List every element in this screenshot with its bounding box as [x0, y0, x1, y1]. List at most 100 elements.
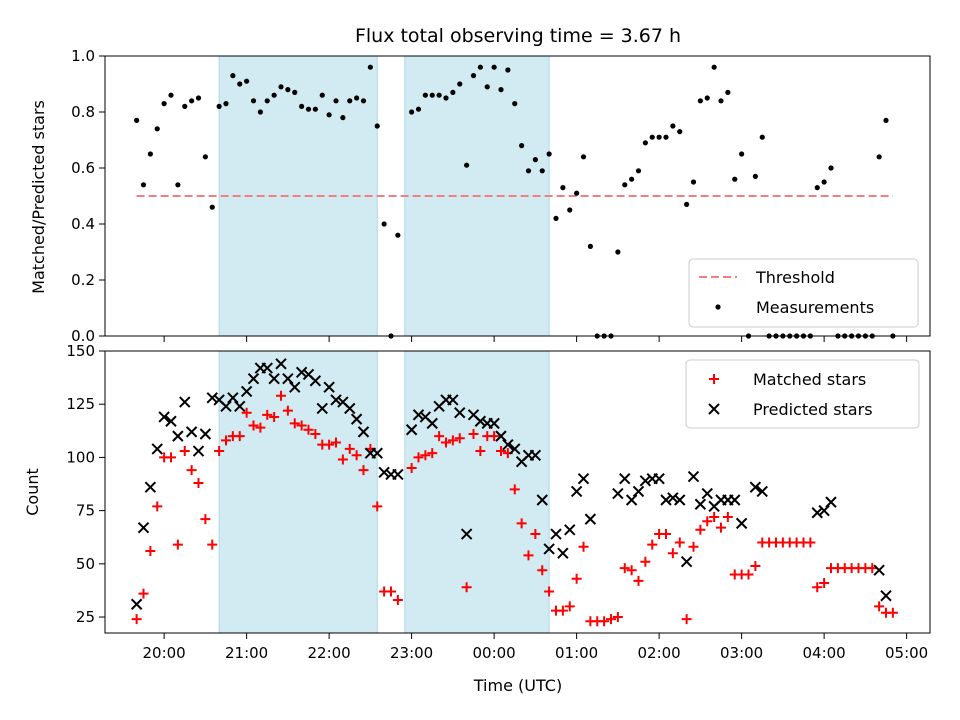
measurement-point	[519, 143, 525, 149]
x-tick-label: 04:00	[803, 644, 846, 662]
matched-star-point	[406, 463, 417, 474]
predicted-star-point	[625, 494, 638, 506]
matched-star-point	[441, 437, 451, 448]
predicted-star-point	[158, 411, 170, 423]
predicted-star-point	[165, 415, 177, 427]
predicted-star-point	[344, 402, 356, 415]
measurement-point	[429, 92, 435, 98]
measurement-point	[821, 179, 827, 185]
matched-star-point	[702, 516, 713, 527]
y-tick-label: 25	[76, 608, 95, 626]
matched-star-point	[612, 612, 623, 623]
matched-star-point	[186, 465, 197, 476]
legend-measurement-label: Measurements	[756, 298, 874, 317]
matched-star-point	[282, 405, 293, 416]
y-tick-label: 0.0	[71, 327, 95, 345]
measurement-point	[443, 95, 449, 101]
predicted-star-point	[818, 504, 830, 517]
x-tick-label: 01:00	[555, 644, 598, 662]
measurement-point	[381, 221, 387, 227]
predicted-star-point	[240, 385, 253, 398]
y-tick-label: 0.4	[71, 215, 95, 233]
matched-star-point	[750, 560, 761, 571]
measurement-point	[161, 101, 167, 107]
bottom-axis-ticks: 20:00 21:00 22:00 23:00 00:00 01:00 02:00 03:00…	[66, 342, 928, 662]
matched-star-point	[221, 435, 231, 446]
predicted-star-point	[729, 494, 741, 506]
measurement-point	[264, 98, 270, 104]
matched-star-point	[599, 616, 610, 627]
predicted-star-point	[179, 396, 191, 408]
matched-star-point	[269, 411, 280, 422]
measurement-point	[195, 95, 202, 101]
predicted-star-point	[447, 394, 459, 406]
matched-star-point	[172, 539, 183, 550]
matched-star-point	[145, 546, 156, 557]
predicted-star-point	[612, 487, 624, 500]
measurement-point	[759, 134, 765, 140]
predicted-star-point	[543, 543, 555, 555]
matched-star-point	[874, 601, 885, 612]
matched-star-point	[310, 429, 321, 440]
measurement-point	[450, 89, 456, 95]
predicted-star-point	[378, 466, 390, 479]
measurement-point	[649, 134, 655, 140]
measurement-point	[134, 117, 140, 123]
observing-window-shade	[404, 350, 550, 634]
matched-star-point	[372, 501, 383, 512]
y-tick-label: 1.0	[71, 47, 95, 65]
matched-star-point	[496, 446, 506, 457]
measurement-point	[395, 232, 401, 238]
matched-star-point	[461, 582, 472, 593]
measurement-point	[415, 106, 422, 112]
x-tick-label: 03:00	[720, 644, 763, 662]
y-tick-label: 0.2	[71, 271, 95, 289]
matched-star-point	[344, 443, 355, 454]
measurement-point	[553, 215, 559, 221]
predicted-star-point	[295, 366, 308, 378]
matched-star-point	[255, 422, 266, 433]
predicted-star-point	[323, 381, 335, 393]
top-y-axis-label: Matched/Predicted stars	[29, 100, 48, 294]
measurement-point	[574, 190, 580, 196]
measurement-point	[615, 249, 621, 255]
x-tick-label: 23:00	[390, 644, 433, 662]
matched-star-point	[619, 563, 630, 574]
x-axis-label: Time (UTC)	[473, 676, 562, 695]
y-tick-label: 0.8	[71, 103, 95, 121]
matched-star-point	[248, 420, 259, 431]
measurement-point	[498, 87, 504, 93]
y-tick-label: 0.6	[71, 159, 95, 177]
matched-star-point	[674, 537, 685, 548]
measurement-point	[202, 154, 208, 160]
measurement-point	[677, 129, 683, 135]
measurement-point	[876, 154, 882, 160]
matched-star-point	[695, 524, 706, 535]
legend-matched-swatch	[709, 374, 719, 384]
measurement-point	[285, 87, 291, 93]
matched-star-point	[131, 614, 142, 625]
y-tick-label: 125	[66, 395, 95, 413]
matched-star-point	[564, 601, 575, 612]
measurement-point	[704, 95, 710, 101]
matched-star-point	[386, 586, 396, 597]
matched-star-point	[454, 433, 465, 444]
measurement-point	[505, 67, 511, 73]
predicted-star-point	[144, 481, 157, 493]
measurement-point	[257, 109, 263, 115]
measurement-point	[883, 117, 889, 123]
predicted-star-point	[275, 358, 287, 370]
matched-star-point	[296, 420, 307, 431]
matched-star-point	[214, 446, 225, 457]
predicted-star-point	[330, 394, 342, 406]
measurement-point	[642, 140, 648, 146]
matched-star-point	[523, 550, 534, 561]
matched-star-point	[530, 529, 541, 540]
predicted-star-point	[756, 485, 768, 498]
bottom-data-marks	[130, 358, 898, 627]
measurement-point	[732, 176, 738, 182]
measurement-point	[147, 151, 153, 157]
measurement-point	[230, 73, 236, 79]
measurement-point	[244, 78, 250, 84]
legend-measurement-swatch	[715, 304, 721, 310]
